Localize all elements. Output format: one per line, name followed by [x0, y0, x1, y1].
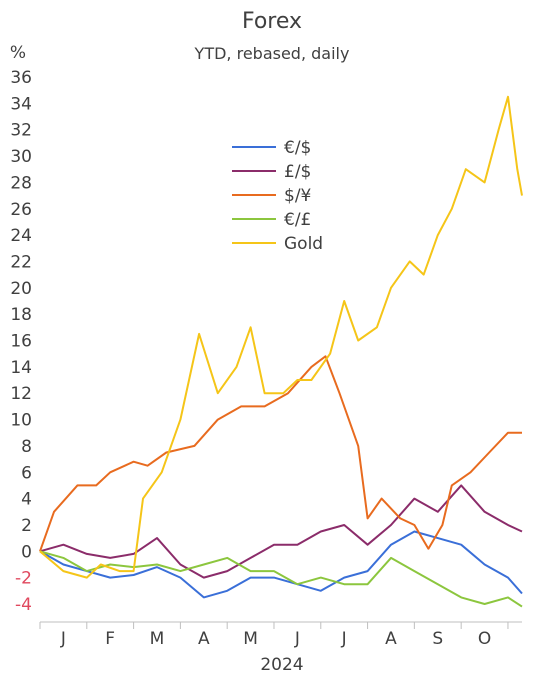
- chart-title: Forex: [242, 9, 302, 34]
- y-tick-label: 16: [10, 332, 32, 352]
- x-tick-label: M: [150, 629, 165, 649]
- x-tick-label: J: [341, 629, 347, 649]
- y-tick-label: 0: [21, 542, 32, 562]
- legend-label: $/¥: [284, 186, 312, 206]
- y-tick-label: 2: [21, 516, 32, 536]
- series-line: [39, 530, 523, 599]
- x-tick-label: M: [243, 629, 258, 649]
- x-tick-label: A: [198, 629, 210, 649]
- y-tick-label: 32: [10, 121, 32, 141]
- series-lines: [39, 95, 523, 608]
- y-axis-label: %: [10, 43, 26, 63]
- x-tick-label: J: [60, 629, 66, 649]
- x-tick-label: F: [105, 629, 115, 649]
- y-tick-label: 34: [10, 94, 32, 114]
- y-tick-label: 20: [10, 279, 32, 299]
- y-tick-label: 12: [10, 384, 32, 404]
- legend-label: €/$: [284, 138, 311, 158]
- y-tick-label: 14: [10, 358, 32, 378]
- y-tick-label: 8: [21, 437, 32, 457]
- legend-label: £/$: [284, 162, 311, 182]
- y-tick-label: 18: [10, 305, 32, 325]
- legend-label: Gold: [284, 234, 323, 254]
- series-line: [39, 550, 523, 608]
- y-tick-label: 10: [10, 411, 32, 431]
- x-axis-label: 2024: [260, 655, 303, 675]
- y-tick-label: -2: [15, 569, 32, 589]
- y-tick-label: 4: [21, 490, 32, 510]
- x-tick-label: S: [432, 629, 443, 649]
- x-tick-label: J: [294, 629, 300, 649]
- y-tick-label: 36: [10, 68, 32, 88]
- y-tick-label: 6: [21, 463, 32, 483]
- x-tick-label: A: [385, 629, 397, 649]
- legend: €/$ £/$ $/¥ €/£ Gold: [232, 138, 323, 254]
- x-tick-label: O: [478, 629, 491, 649]
- legend-label: €/£: [284, 210, 311, 230]
- y-tick-label: 26: [10, 200, 32, 220]
- y-tick-label: 24: [10, 226, 32, 246]
- y-tick-label: 22: [10, 252, 32, 272]
- chart-subtitle: YTD, rebased, daily: [194, 44, 350, 63]
- y-tick-label: -4: [15, 595, 32, 615]
- y-tick-label: 28: [10, 173, 32, 193]
- y-tick-label: 30: [10, 147, 32, 167]
- series-line: [39, 95, 523, 579]
- series-line: [39, 355, 522, 552]
